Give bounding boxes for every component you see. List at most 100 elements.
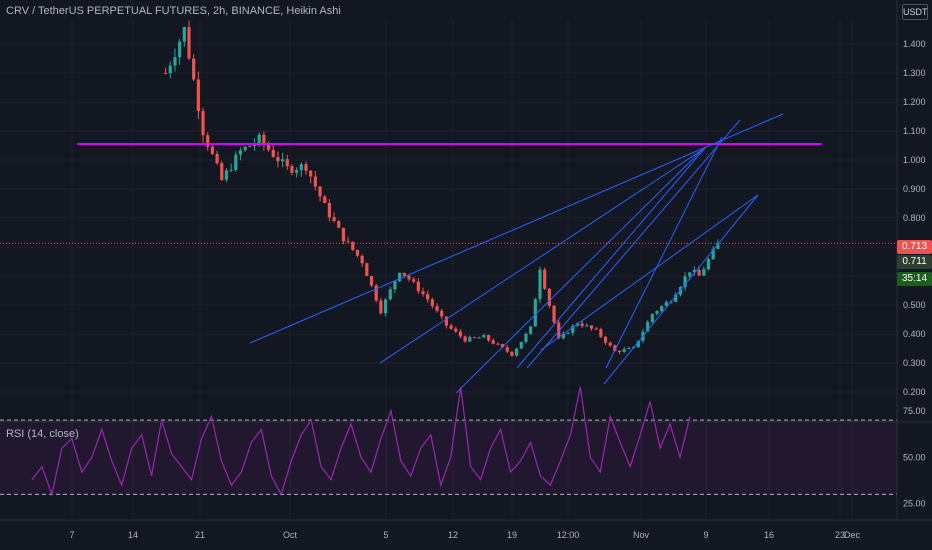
candle-body (313, 176, 317, 187)
price-tick-label: 1.000 (903, 155, 926, 165)
trend-line (540, 194, 759, 351)
candle-body (496, 343, 500, 345)
candle-body (262, 134, 266, 145)
candle-body (281, 159, 285, 162)
grid (0, 20, 897, 520)
candle-body (402, 272, 406, 276)
candle-body (285, 159, 289, 167)
candle-body (430, 299, 434, 307)
candle-body (505, 347, 509, 352)
trend-line (249, 113, 784, 344)
candle-body (491, 340, 495, 344)
candle-body (697, 270, 701, 276)
candle-body (182, 27, 186, 42)
candle-body (613, 345, 617, 352)
candle-body (416, 281, 420, 292)
trend-line (455, 147, 705, 394)
candle-body (374, 285, 378, 301)
rsi-line (31, 386, 691, 497)
candle-body (692, 270, 697, 273)
time-tick-label: 23 (835, 530, 845, 540)
candle-body (309, 170, 313, 177)
trend-line (379, 149, 703, 364)
candle-body (547, 288, 551, 306)
candle-body (711, 248, 715, 260)
candle-body (201, 111, 205, 136)
candle-body (341, 227, 346, 242)
candle-body (444, 316, 448, 326)
time-tick-label: 16 (764, 530, 774, 540)
candle-body (210, 146, 214, 154)
rsi-tick-label: 50.00 (903, 452, 926, 462)
candle-body (477, 337, 481, 339)
candle-body (365, 263, 369, 277)
candle-body (355, 249, 360, 256)
price-tick-label: 0.400 (903, 329, 926, 339)
candle-body (603, 336, 608, 343)
candle-body (580, 323, 584, 327)
candle-body (426, 294, 430, 300)
candle-body (229, 169, 233, 171)
candle-body (383, 299, 388, 314)
candle-body (706, 259, 711, 270)
candle-body (510, 351, 514, 356)
candle-body (552, 305, 556, 323)
candle-body (519, 341, 523, 349)
candle-body (257, 134, 261, 144)
candle-body (683, 276, 687, 288)
time-tick-label: 14 (128, 530, 138, 540)
time-tick-label: Oct (283, 530, 298, 540)
rsi-tick-label: 75.00 (903, 406, 926, 416)
candle-body (664, 301, 668, 307)
candle-body (533, 299, 537, 327)
time-tick-label: 7 (69, 530, 74, 540)
candle-body (636, 340, 640, 348)
price-tick-label: 0.900 (903, 184, 926, 194)
price-tick-label: 1.300 (903, 68, 926, 78)
candle-body (440, 310, 444, 317)
candle-body (561, 333, 565, 339)
time-tick-label: 19 (507, 530, 517, 540)
candle-body (327, 203, 331, 218)
countdown-tag: 35:14 (897, 272, 932, 286)
candle-body (243, 146, 247, 151)
candle-body (248, 146, 252, 148)
time-tick-label: 12 (448, 530, 458, 540)
candle-body (299, 164, 303, 171)
price-tick-label: 0.200 (903, 387, 926, 397)
candle-body (486, 335, 491, 341)
candle-body (529, 326, 533, 334)
candle-body (617, 351, 622, 353)
candle-body (515, 348, 519, 356)
candles[interactable] (164, 20, 720, 357)
candle-body (500, 344, 505, 348)
candle-body (650, 313, 654, 322)
candle-body (164, 73, 168, 74)
candle-body (458, 331, 463, 337)
rsi-band-fill (0, 420, 897, 495)
candle-body (543, 269, 547, 289)
currency-button[interactable]: USDT (902, 4, 928, 20)
candle-body (407, 275, 411, 280)
candle-body (168, 65, 172, 74)
candle-body (351, 241, 355, 250)
candle-body (304, 164, 308, 171)
price-tick-label: 0.500 (903, 300, 926, 310)
candle-body (290, 166, 294, 173)
candle-body (360, 255, 364, 264)
drawings[interactable] (0, 113, 897, 394)
candle-body (575, 323, 580, 326)
candle-body (276, 156, 280, 162)
candle-body (393, 281, 397, 290)
candle-body (660, 306, 664, 312)
candle-body (627, 347, 631, 350)
candle-body (323, 196, 327, 204)
candle-body (412, 279, 416, 282)
candle-body (622, 349, 626, 352)
candle-body (271, 149, 275, 157)
trend-line (603, 194, 759, 385)
candle-body (454, 328, 458, 332)
candle-body (468, 337, 472, 342)
candle-body (173, 57, 177, 66)
